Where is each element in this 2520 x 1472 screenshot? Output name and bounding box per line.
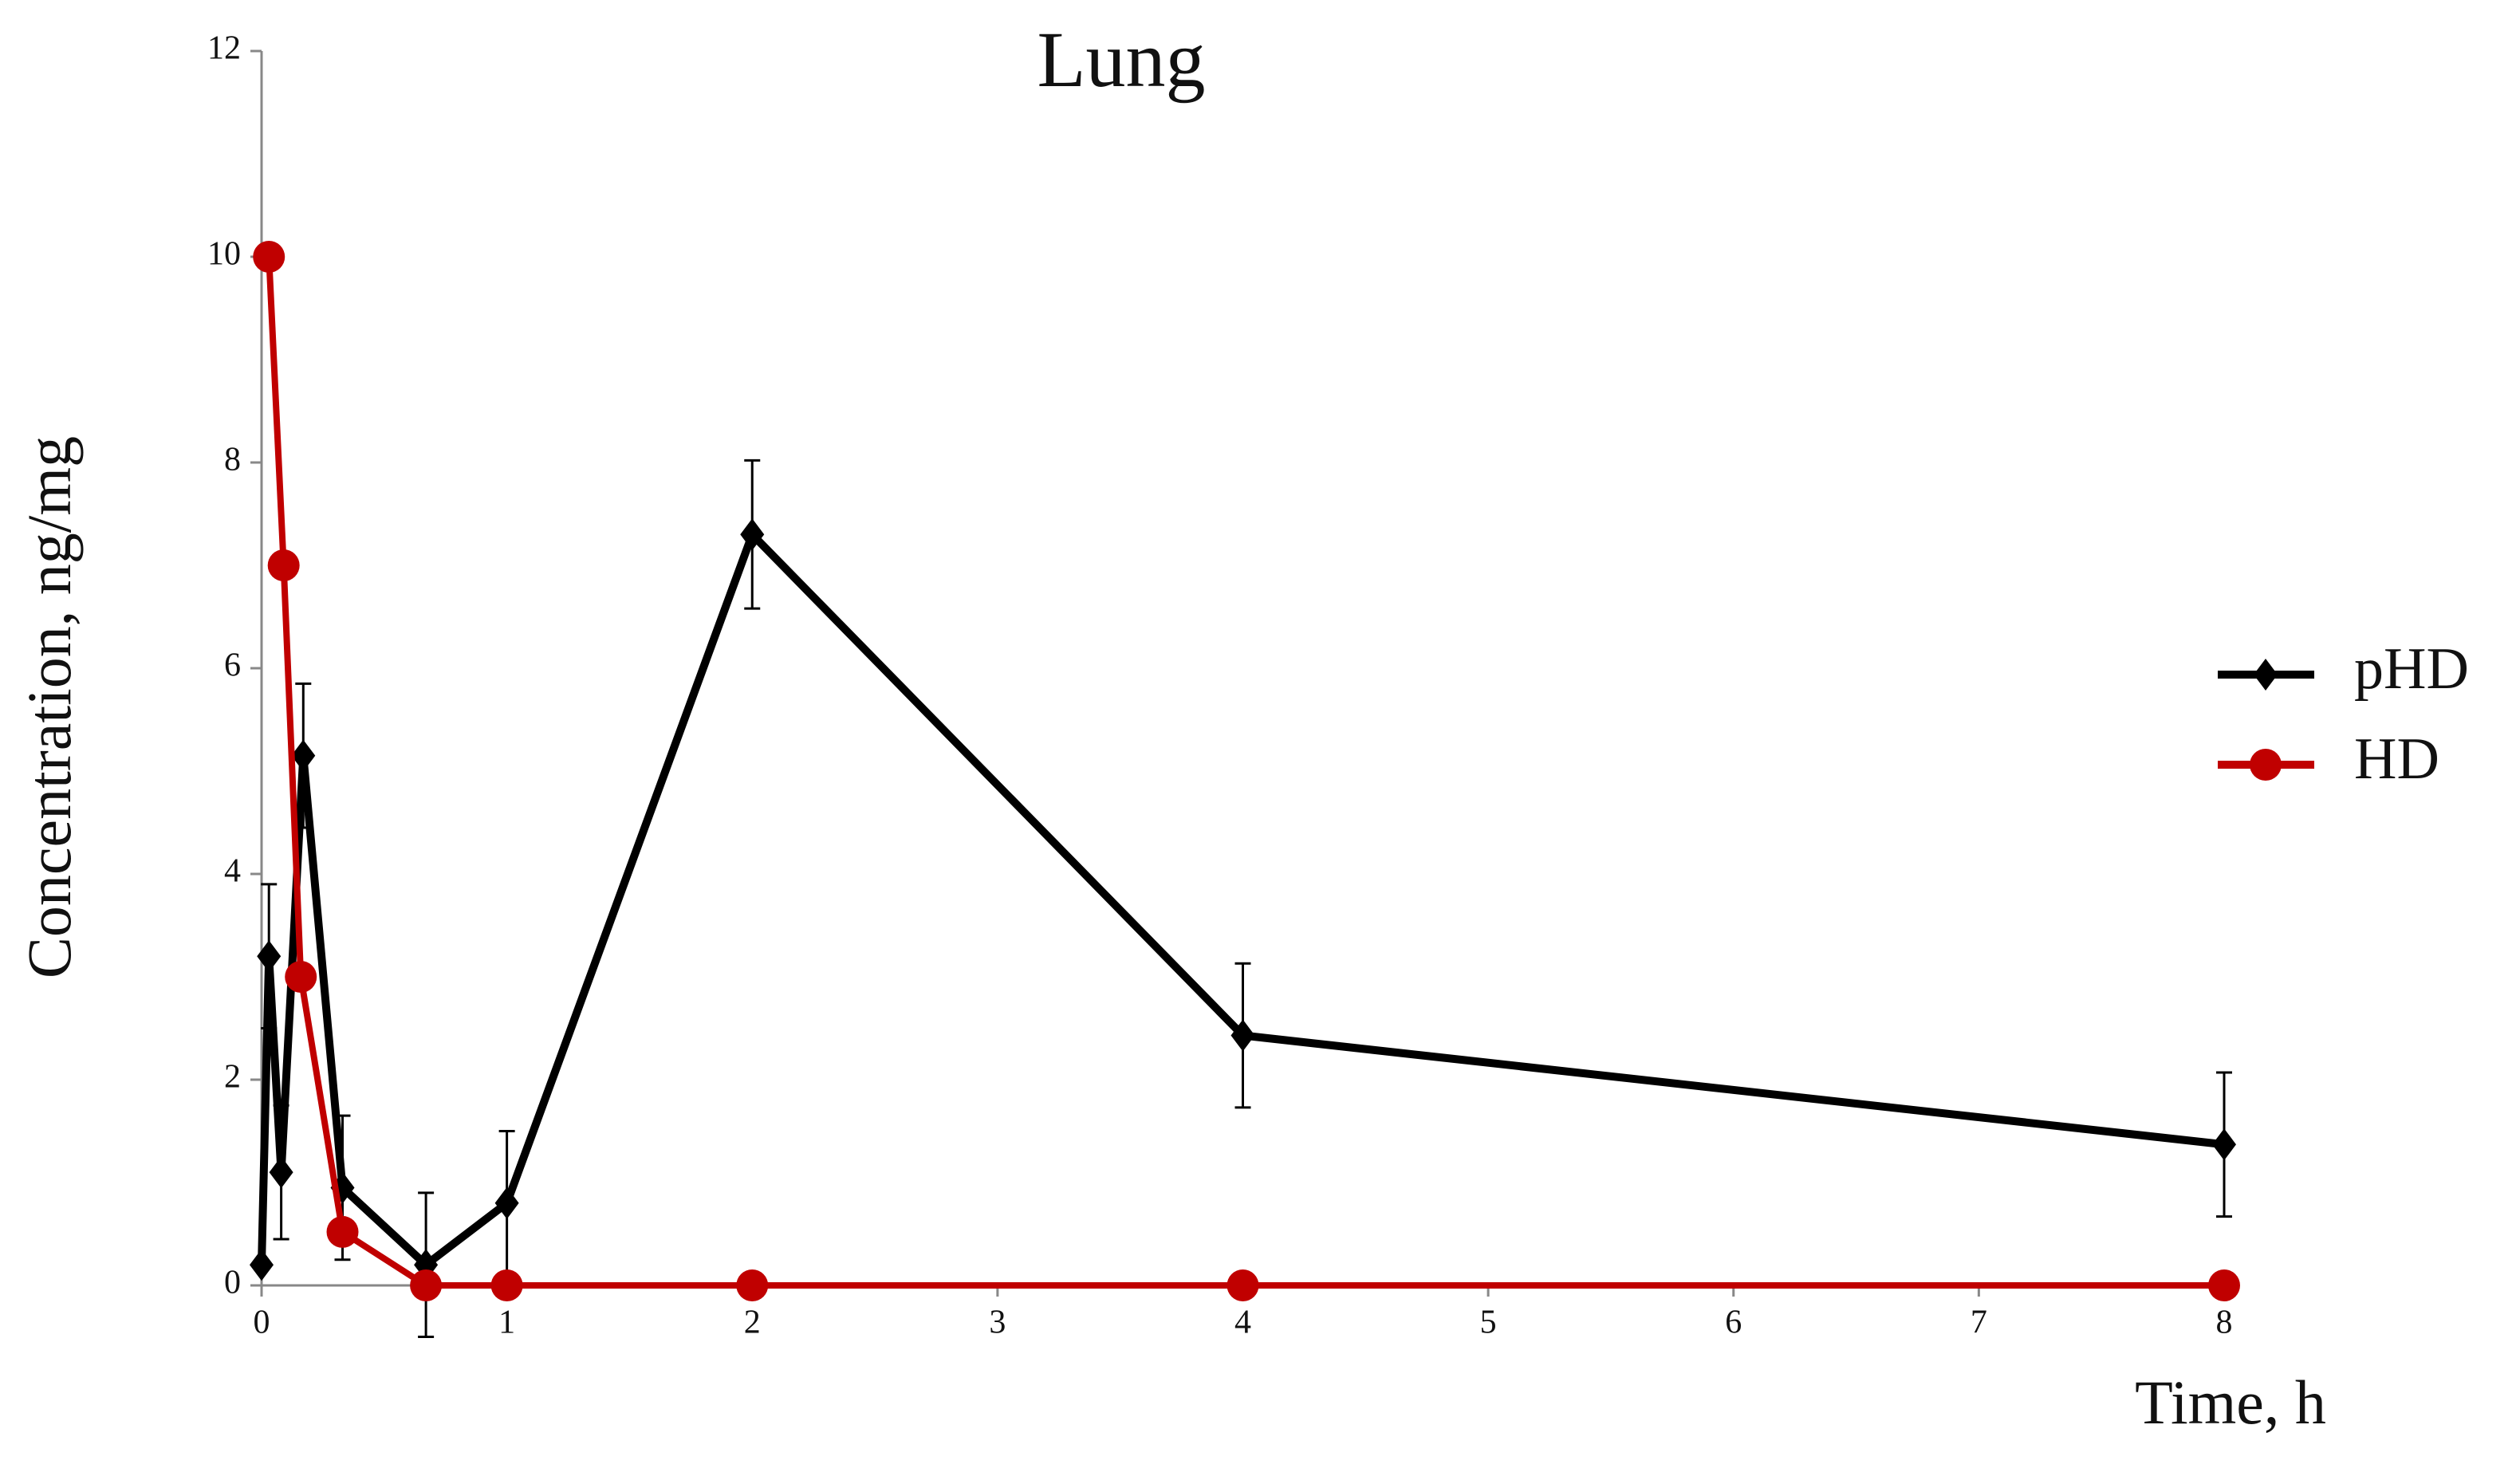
x-tick-label: 5 bbox=[1480, 1305, 1497, 1341]
y-tick-label: 8 bbox=[224, 442, 241, 478]
data-point bbox=[1227, 1269, 1259, 1301]
y-tick-label: 4 bbox=[224, 853, 241, 890]
x-tick-label: 7 bbox=[1971, 1305, 1987, 1341]
x-tick-label: 2 bbox=[744, 1305, 761, 1341]
x-tick-label: 1 bbox=[498, 1305, 515, 1341]
series-line bbox=[258, 530, 2225, 1269]
data-point bbox=[2212, 1128, 2236, 1161]
data-point bbox=[326, 1215, 359, 1248]
data-point bbox=[291, 739, 316, 772]
legend-marker bbox=[2254, 659, 2278, 691]
data-point bbox=[257, 940, 282, 973]
data-point bbox=[736, 1269, 769, 1301]
y-tick-label: 12 bbox=[207, 30, 241, 67]
data-point bbox=[269, 1156, 293, 1189]
legend-label: pHD bbox=[2354, 636, 2469, 702]
data-point bbox=[2208, 1269, 2240, 1301]
legend-marker bbox=[2250, 749, 2282, 781]
chart-title: Lung bbox=[1037, 15, 1205, 104]
y-tick-label: 2 bbox=[224, 1059, 241, 1096]
data-point bbox=[250, 1249, 274, 1281]
data-point bbox=[1230, 1019, 1255, 1052]
data-point bbox=[410, 1269, 443, 1301]
data-point bbox=[494, 1187, 519, 1219]
data-point bbox=[740, 518, 765, 551]
y-axis-label: Concentration, ng/mg bbox=[14, 436, 84, 978]
series-line bbox=[266, 256, 2224, 1289]
x-tick-label: 6 bbox=[1725, 1305, 1742, 1341]
x-tick-label: 4 bbox=[1234, 1305, 1251, 1341]
data-point bbox=[267, 549, 300, 581]
y-tick-label: 10 bbox=[207, 236, 241, 273]
legend-label: HD bbox=[2354, 726, 2439, 792]
x-tick-label: 3 bbox=[989, 1305, 1006, 1341]
x-tick-label: 8 bbox=[2216, 1305, 2233, 1341]
x-axis-label: Time, h bbox=[2135, 1368, 2326, 1437]
x-tick-label: 0 bbox=[254, 1305, 270, 1341]
data-point bbox=[285, 961, 317, 993]
y-tick-label: 6 bbox=[224, 647, 241, 684]
data-point bbox=[490, 1269, 523, 1301]
y-tick-label: 0 bbox=[224, 1265, 241, 1301]
data-point bbox=[253, 241, 285, 273]
